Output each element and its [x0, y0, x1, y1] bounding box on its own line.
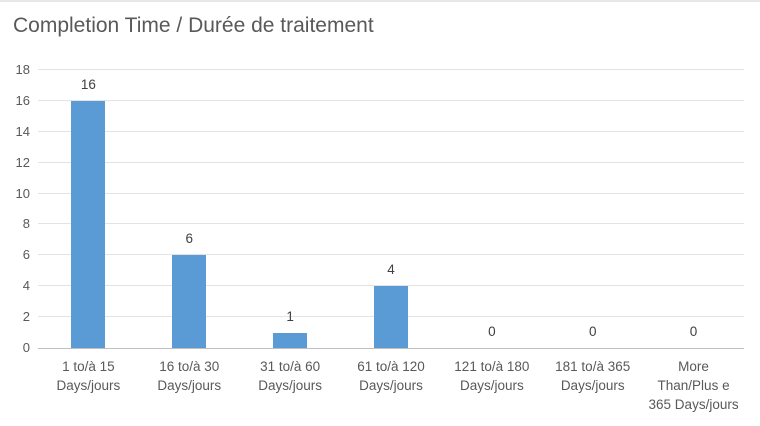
- y-axis-tick-label: 16: [15, 92, 30, 108]
- y-axis-tick-label: 6: [22, 247, 30, 263]
- bar: [71, 101, 106, 348]
- x-axis-category-label: 121 to/à 180 Days/jours: [454, 359, 530, 393]
- y-axis-tick-label: 8: [22, 216, 30, 232]
- x-axis-category-label: 181 to/à 365 Days/jours: [555, 359, 631, 393]
- y-axis-tick-label: 12: [15, 154, 30, 170]
- bar-value-label: 6: [185, 231, 194, 246]
- y-axis-tick-label: 0: [22, 340, 30, 355]
- bar: [374, 286, 408, 348]
- bar-value-label: 0: [488, 324, 496, 339]
- gridline: [38, 254, 744, 256]
- gridline: [38, 192, 744, 194]
- bar-value-label: 16: [80, 77, 96, 92]
- y-axis-tick-label: 14: [15, 123, 30, 139]
- y-axis-tick-label: 18: [15, 62, 30, 77]
- gridline: [38, 223, 744, 225]
- chart-title: Completion Time / Durée de traitement: [13, 14, 374, 37]
- x-axis-category-label: 31 to/à 60 Days/jours: [258, 359, 323, 393]
- bar-value-label: 1: [286, 309, 294, 324]
- gridline: [38, 99, 744, 101]
- bar-value-label: 0: [689, 324, 698, 339]
- gridline: [38, 69, 744, 70]
- bar-value-label: 4: [387, 262, 395, 277]
- x-axis-category-label: 61 to/à 120 Days/jours: [357, 359, 425, 393]
- x-axis-line: [38, 348, 744, 349]
- y-axis-tick-label: 10: [15, 185, 30, 201]
- gridline: [38, 130, 744, 132]
- x-axis-category-label: More Than/Plus e 365 Days/jours: [648, 359, 739, 412]
- gridline: [38, 285, 744, 287]
- x-axis-category-label: 16 to/à 30 Days/jours: [157, 359, 222, 393]
- x-axis-category-label: 1 to/à 15 Days/jours: [56, 359, 121, 393]
- bar: [273, 333, 308, 348]
- plot-area: 16 6 1 4 0 0 0: [38, 69, 744, 349]
- bar-value-label: 0: [588, 324, 597, 339]
- bar: [172, 255, 207, 348]
- y-axis-tick-label: 4: [22, 278, 30, 294]
- y-axis-tick-label: 2: [22, 309, 30, 325]
- gridline: [38, 161, 744, 163]
